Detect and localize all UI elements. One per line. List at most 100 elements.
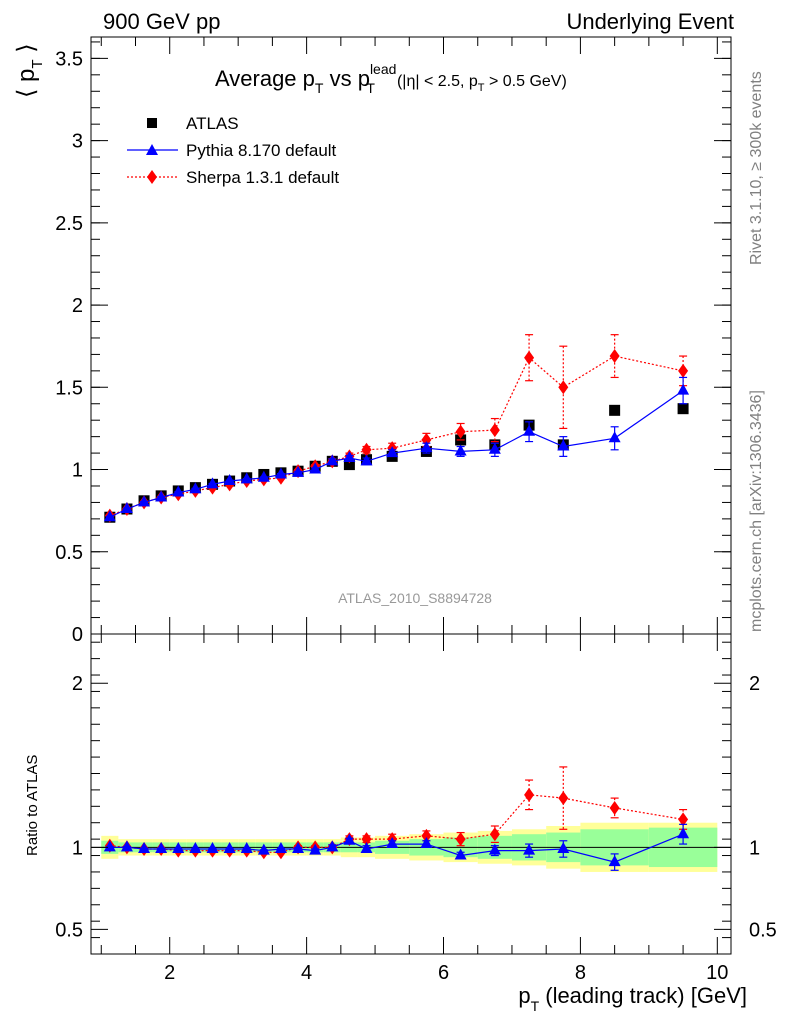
main-point-pythia [172, 485, 185, 497]
legend-marker-atlas [147, 118, 157, 128]
ratio-point-pythia [240, 841, 253, 853]
main-point-pythia [257, 470, 270, 482]
ratio-point-sherpa [524, 787, 535, 802]
ratio-frame [90, 633, 732, 955]
main-point-pythia [120, 502, 133, 514]
rivet-label: Rivet 3.1.10, ≥ 300k events [748, 71, 765, 265]
legend-item-pythia: Pythia 8.170 default [127, 141, 337, 160]
ratio-point-pythia [206, 841, 219, 853]
ratio-point-pythia [557, 841, 570, 853]
main-watermark: ATLAS_2010_S8894728 [338, 590, 492, 606]
main-point-pythia [557, 439, 570, 451]
ratio-ytick-label-right: 0.5 [749, 919, 777, 941]
ratio-point-sherpa [361, 832, 372, 847]
ratio-point-pythia [155, 841, 168, 853]
main-point-atlas [343, 459, 355, 471]
ratio-point-pythia [274, 841, 287, 853]
main-point-sherpa [609, 349, 620, 364]
main-point-pythia [189, 482, 202, 494]
main-plot-area [103, 334, 690, 523]
ratio-point-pythia [120, 840, 133, 852]
main-point-pythia [343, 451, 356, 463]
main-point-sherpa [361, 442, 372, 457]
ratio-point-sherpa [678, 812, 689, 827]
main-point-pythia [309, 462, 322, 474]
main-point-pythia [103, 510, 116, 522]
main-point-pythia [523, 424, 536, 436]
main-point-atlas [677, 403, 689, 415]
ratio-point-pythia [360, 841, 373, 853]
main-point-sherpa [455, 424, 466, 439]
mcplots-label: mcplots.cern.ch [arXiv:1306.3436] [748, 390, 765, 632]
ratio-point-pythia [488, 843, 501, 855]
main-ytick-label: 2.5 [55, 213, 83, 235]
main-point-atlas [609, 404, 621, 416]
ratio-point-pythia [454, 848, 467, 860]
ratio-point-pythia [257, 843, 270, 855]
main-point-sherpa [558, 380, 569, 395]
legend-marker-pythia [146, 144, 158, 155]
header-right: Underlying Event [566, 9, 734, 34]
ratio-point-pythia [677, 827, 690, 839]
main-ytick-label: 3 [72, 131, 83, 153]
legend-label-atlas: ATLAS [186, 114, 239, 133]
ratio-plot-area [103, 766, 690, 871]
main-point-pythia [454, 444, 467, 456]
ratio-ytick-label: 1 [72, 837, 83, 859]
main-point-pythia [386, 446, 399, 458]
main-point-pythia [326, 454, 339, 466]
main-ylabel: ⟨ pT ⟩ [13, 43, 46, 98]
ratio-point-pythia [292, 841, 305, 853]
main-point-pythia [240, 472, 253, 484]
main-point-pythia [274, 467, 287, 479]
main-point-sherpa [524, 350, 535, 365]
main-title: Average pT vs plead T (|η| < 2.5, pT > 0.5… [215, 61, 567, 96]
ratio-point-pythia [189, 841, 202, 853]
ratio-point-pythia [386, 837, 399, 849]
legend-item-atlas: ATLAS [147, 114, 239, 133]
ratio-ytick-label-right: 1 [749, 837, 760, 859]
ratio-point-sherpa [558, 791, 569, 806]
main-ytick-label: 1.5 [55, 377, 83, 399]
ratio-point-pythia [172, 841, 185, 853]
ratio-ytick-label: 2 [72, 673, 83, 695]
header-left: 900 GeV pp [103, 9, 220, 34]
main-point-pythia [292, 465, 305, 477]
ratio-xtick-label: 8 [575, 962, 586, 984]
ratio-point-pythia [343, 833, 356, 845]
ratio-point-pythia [420, 837, 433, 849]
main-axis-ticks: 0 0.5 1 1.5 2 2.5 3 3.5 [55, 37, 731, 646]
main-ytick-label: 2 [72, 295, 83, 317]
legend-label-sherpa: Sherpa 1.3.1 default [186, 168, 339, 187]
legend: ATLAS Pythia 8.170 default Sherpa 1.3.1 … [127, 114, 339, 187]
main-point-pythia [360, 454, 373, 466]
ratio-ytick-label-right: 2 [749, 673, 760, 695]
ratio-point-pythia [608, 855, 621, 867]
ratio-point-pythia [103, 840, 116, 852]
main-ytick-label: 0.5 [55, 542, 83, 564]
main-point-pythia [608, 431, 621, 443]
ratio-ylabel: Ratio to ATLAS [24, 755, 41, 856]
main-point-pythia [206, 477, 219, 489]
ratio-xtick-label: 4 [301, 962, 312, 984]
ratio-point-sherpa [489, 827, 500, 842]
main-point-pythia [155, 490, 168, 502]
main-point-sherpa [678, 363, 689, 378]
ratio-xtick-label: 2 [164, 962, 175, 984]
ratio-ytick-label: 0.5 [55, 919, 83, 941]
main-point-sherpa [489, 423, 500, 438]
ratio-point-sherpa [421, 828, 432, 843]
main-point-pythia [677, 383, 690, 395]
main-panel: 0 0.5 1 1.5 2 2.5 3 3.5 ATLAS_2010_S8894728 Ave… [13, 36, 732, 646]
main-point-pythia [488, 442, 501, 454]
main-ytick-label: 3.5 [55, 48, 83, 70]
main-point-pythia [420, 441, 433, 453]
ratio-point-pythia [223, 841, 236, 853]
legend-label-pythia: Pythia 8.170 default [186, 141, 337, 160]
main-point-pythia [138, 495, 151, 507]
ratio-point-sherpa [609, 800, 620, 815]
main-ytick-label: 1 [72, 460, 83, 482]
ratio-xlabel: pT (leading track) [GeV] [518, 983, 747, 1014]
ratio-point-sherpa [455, 832, 466, 847]
